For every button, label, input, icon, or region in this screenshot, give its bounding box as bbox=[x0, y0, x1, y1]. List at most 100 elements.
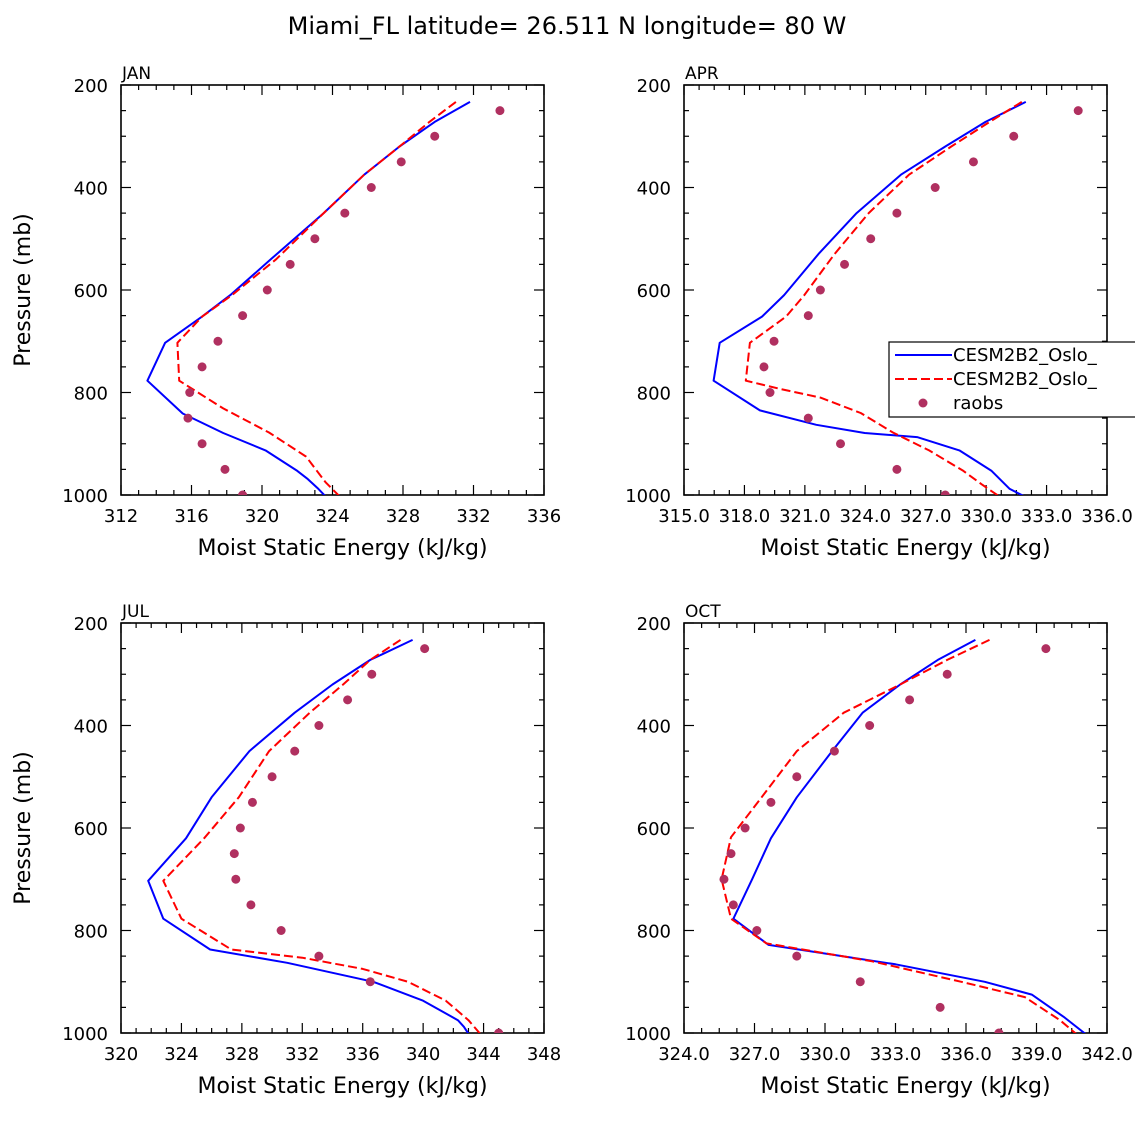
raobs-point bbox=[740, 823, 750, 833]
raobs-point bbox=[719, 874, 729, 884]
x-axis-label: Moist Static Energy (kJ/kg) bbox=[197, 536, 487, 561]
y-tick-label: 600 bbox=[637, 281, 671, 302]
raobs-point bbox=[314, 951, 324, 961]
x-tick-label: 328 bbox=[386, 506, 420, 527]
raobs-point bbox=[340, 208, 350, 218]
raobs-point bbox=[314, 721, 324, 730]
x-tick-label: 333.0 bbox=[870, 1044, 922, 1065]
panels: JAN 312 316 320 324 328 332 336 200 400 600 800 1000… bbox=[11, 64, 1133, 1099]
x-tick-label: 342.0 bbox=[1081, 1044, 1133, 1065]
raobs-point bbox=[930, 183, 940, 192]
raobs-point bbox=[994, 1028, 1004, 1033]
raobs-point bbox=[365, 977, 375, 987]
y-tick-label: 1000 bbox=[625, 486, 671, 507]
y-tick-label: 1000 bbox=[625, 1024, 671, 1045]
panel-jan: JAN 312 316 320 324 328 332 336 200 400 600 800 1000… bbox=[11, 64, 561, 561]
y-tick-label: 800 bbox=[74, 384, 108, 405]
raobs-point bbox=[213, 336, 223, 346]
panel-oct: OCT 324.0 327.0 330.0 333.0 336.0 339.0 342.0 20… bbox=[625, 602, 1133, 1099]
y-tick-label: 200 bbox=[637, 614, 671, 635]
raobs-point bbox=[290, 746, 300, 756]
x-tick-label: 318.0 bbox=[719, 506, 771, 527]
raobs-point bbox=[367, 669, 377, 679]
model-dashed-line bbox=[162, 639, 481, 1033]
y-tick-label: 800 bbox=[637, 384, 671, 405]
model-solid-line bbox=[712, 101, 1027, 495]
y-tick-label: 600 bbox=[74, 819, 108, 840]
x-tick-label: 336.0 bbox=[1081, 506, 1133, 527]
model-solid-line bbox=[147, 638, 470, 1033]
y-tick-label: 200 bbox=[637, 76, 671, 97]
raobs-point bbox=[197, 439, 207, 449]
legend: CESM2B2_Oslo_ CESM2B2_Oslo_ raobs bbox=[888, 341, 1135, 418]
y-tick-label: 600 bbox=[637, 819, 671, 840]
raobs-point bbox=[238, 490, 248, 495]
model-dashed-line bbox=[720, 638, 1077, 1033]
raobs-point bbox=[836, 439, 846, 449]
raobs-point bbox=[267, 772, 277, 782]
model-solid-line bbox=[732, 639, 1086, 1033]
panel-title: OCT bbox=[685, 602, 721, 622]
raobs-point bbox=[840, 259, 850, 269]
raobs-point bbox=[940, 490, 950, 495]
raobs-point bbox=[185, 388, 195, 397]
raobs-point bbox=[197, 362, 207, 372]
y-tick-label: 400 bbox=[637, 717, 671, 738]
raobs-point bbox=[866, 234, 876, 244]
y-tick-label: 800 bbox=[637, 922, 671, 943]
raobs-point bbox=[366, 183, 376, 192]
x-tick-label: 324 bbox=[315, 506, 349, 527]
raobs-point bbox=[803, 413, 813, 423]
x-tick-label: 327.0 bbox=[900, 506, 952, 527]
raobs-point bbox=[1041, 644, 1051, 654]
x-axis-label: Moist Static Energy (kJ/kg) bbox=[760, 1074, 1050, 1099]
raobs-point bbox=[803, 311, 813, 321]
x-tick-label: 324.0 bbox=[840, 506, 892, 527]
model-dashed-line bbox=[744, 101, 1023, 495]
raobs-point bbox=[231, 874, 241, 884]
raobs-point bbox=[892, 208, 902, 218]
raobs-point bbox=[310, 234, 320, 244]
raobs-point bbox=[343, 695, 353, 705]
raobs-point bbox=[1073, 106, 1083, 116]
x-tick-label: 330.0 bbox=[799, 1044, 851, 1065]
y-tick-label: 200 bbox=[74, 614, 108, 635]
y-tick-label: 400 bbox=[74, 179, 108, 200]
x-tick-label: 333.0 bbox=[1021, 506, 1073, 527]
raobs-point bbox=[229, 849, 239, 859]
raobs-point bbox=[942, 669, 952, 679]
x-tick-label: 327.0 bbox=[729, 1044, 781, 1065]
panel-title: JUL bbox=[121, 602, 149, 622]
raobs-point bbox=[430, 131, 440, 141]
data-layer bbox=[147, 638, 504, 1033]
raobs-point bbox=[494, 1028, 504, 1033]
legend-raobs-marker bbox=[918, 398, 928, 408]
y-axis-label: Pressure (mb) bbox=[11, 751, 36, 905]
panel-jul: JUL 320 324 328 332 336 340 344 348 200 400 600 800 1… bbox=[11, 602, 561, 1099]
x-tick-label: 330.0 bbox=[960, 506, 1012, 527]
figure-title: Miami_FL latitude= 26.511 N longitude= 8… bbox=[288, 12, 847, 40]
raobs-point bbox=[1009, 131, 1019, 141]
raobs-point bbox=[285, 259, 295, 269]
raobs-point bbox=[792, 951, 802, 961]
raobs-point bbox=[792, 772, 802, 782]
y-axis-label: Pressure (mb) bbox=[11, 213, 36, 367]
x-tick-label: 340 bbox=[406, 1044, 440, 1065]
x-tick-label: 336 bbox=[527, 506, 561, 527]
x-tick-label: 332 bbox=[285, 1044, 319, 1065]
raobs-point bbox=[238, 311, 248, 321]
plot-frame bbox=[120, 84, 545, 496]
x-tick-label: 321.0 bbox=[779, 506, 831, 527]
model-solid-line bbox=[146, 101, 471, 495]
x-tick-label: 348 bbox=[527, 1044, 561, 1065]
legend-label-dashed: CESM2B2_Oslo_ bbox=[953, 369, 1098, 390]
x-tick-label: 332 bbox=[456, 506, 490, 527]
panel-title: JAN bbox=[121, 64, 151, 84]
x-tick-label: 324.0 bbox=[658, 1044, 710, 1065]
raobs-point bbox=[766, 797, 776, 807]
y-tick-label: 800 bbox=[74, 922, 108, 943]
legend-label-raobs: raobs bbox=[953, 393, 1003, 414]
raobs-point bbox=[235, 823, 245, 833]
raobs-point bbox=[935, 1002, 945, 1012]
